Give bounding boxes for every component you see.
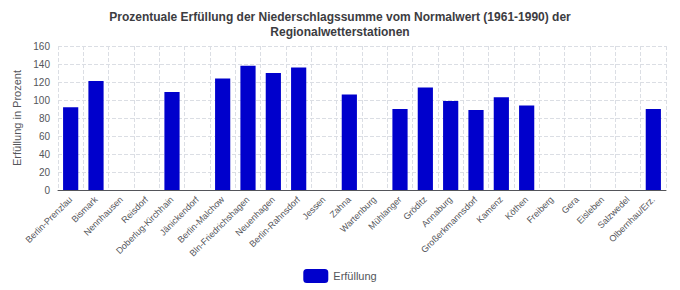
svg-text:Gera: Gera [560, 194, 581, 215]
svg-text:Olbernhau/Erz.: Olbernhau/Erz. [607, 194, 657, 244]
svg-text:Berlin-Prenzlau: Berlin-Prenzlau [24, 194, 75, 245]
svg-text:Berlin-Malchow: Berlin-Malchow [175, 194, 227, 245]
svg-text:Nennhausen: Nennhausen [82, 194, 125, 237]
svg-text:Reisdorf: Reisdorf [119, 194, 151, 226]
svg-text:Jänickendorf: Jänickendorf [157, 194, 201, 238]
svg-text:Mühlanger: Mühlanger [366, 194, 403, 231]
svg-text:Gröditz: Gröditz [401, 194, 429, 222]
svg-text:Kamenz: Kamenz [474, 194, 505, 225]
svg-text:Köthen: Köthen [503, 194, 531, 222]
svg-text:Zahna: Zahna [327, 194, 353, 220]
svg-text:Berlin-Rahnsdorf: Berlin-Rahnsdorf [247, 194, 302, 249]
svg-text:140: 140 [33, 59, 50, 70]
svg-text:Freiberg: Freiberg [525, 194, 556, 225]
svg-text:Erfüllung in Prozent: Erfüllung in Prozent [11, 70, 23, 166]
svg-text:Neuenhagen: Neuenhagen [233, 194, 277, 238]
svg-text:Regionalwetterstationen: Regionalwetterstationen [270, 25, 409, 39]
svg-text:100: 100 [33, 95, 50, 106]
svg-text:Jessen: Jessen [300, 194, 327, 221]
svg-text:Eisleben: Eisleben [574, 194, 607, 226]
svg-text:Bln-Friedrichshagen: Bln-Friedrichshagen [187, 194, 252, 259]
svg-text:160: 160 [33, 41, 50, 52]
svg-text:Prozentuale Erfüllung der Nied: Prozentuale Erfüllung der Niederschlagss… [109, 10, 571, 24]
svg-text:20: 20 [39, 167, 51, 178]
svg-text:Wartenburg: Wartenburg [338, 194, 379, 235]
svg-text:120: 120 [33, 77, 50, 88]
svg-text:60: 60 [39, 131, 51, 142]
svg-text:Bismark: Bismark [69, 194, 100, 225]
svg-text:80: 80 [39, 113, 51, 124]
svg-text:40: 40 [39, 149, 51, 160]
svg-text:0: 0 [44, 185, 50, 196]
svg-text:Annaburg: Annaburg [419, 194, 455, 230]
svg-text:Salzwedel: Salzwedel [595, 194, 632, 231]
svg-text:Erfüllung: Erfüllung [333, 270, 376, 282]
svg-text:Doberlug-Kirchhain: Doberlug-Kirchhain [114, 194, 176, 256]
svg-text:Großerkmannsdorf: Großerkmannsdorf [419, 194, 480, 255]
